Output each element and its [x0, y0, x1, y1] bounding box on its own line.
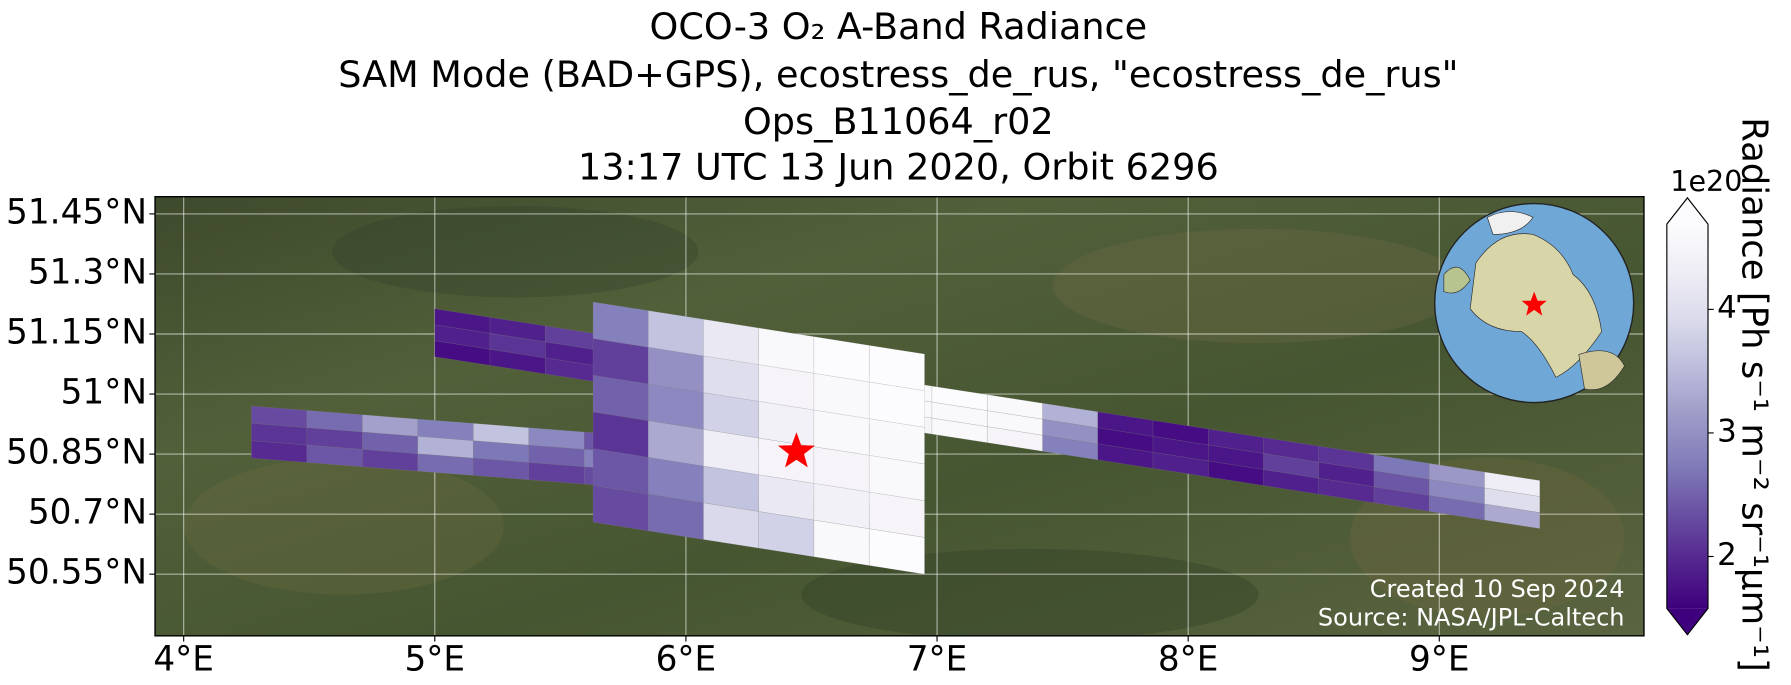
- x-tick-label: 9°E: [1409, 639, 1470, 679]
- target-marker: [777, 432, 815, 468]
- title-line: OCO-3 O₂ A-Band Radiance: [650, 5, 1148, 48]
- colorbar: 2 3 4: [1666, 196, 1737, 636]
- footprint: [1484, 503, 1540, 529]
- colorbar-extend: [1666, 197, 1709, 225]
- x-tick-label: 4°E: [153, 639, 214, 679]
- x-tick-label: 7°E: [907, 639, 968, 679]
- map-frame: [154, 196, 1645, 637]
- colorbar-tick-label: 3: [1717, 413, 1737, 449]
- colorbar-extend: [1666, 608, 1709, 635]
- colorbar-outline: [1666, 196, 1709, 636]
- y-tick-label: 51°N: [61, 373, 147, 413]
- y-tick-label: 51.45°N: [6, 192, 147, 232]
- y-tick-label: 50.85°N: [6, 433, 147, 473]
- y-tick-label: 51.15°N: [6, 312, 147, 352]
- y-tick-label: 50.7°N: [28, 493, 147, 533]
- colorbar-tick-label: 2: [1717, 537, 1737, 573]
- x-tick-label: 6°E: [656, 639, 717, 679]
- x-tick-label: 8°E: [1158, 639, 1219, 679]
- swaths: [251, 301, 1540, 575]
- colorbar-body: [1666, 224, 1709, 609]
- colorbar-offset: 1e20: [1670, 164, 1742, 198]
- colorbar-label: Radiance [Ph s⁻¹ m⁻² sr⁻¹μm⁻¹]: [1734, 117, 1775, 672]
- globe-inset: [1434, 202, 1635, 404]
- x-tick-label: 5°E: [404, 639, 465, 679]
- title-line: Ops_B11064_r02: [743, 100, 1054, 143]
- y-tick-label: 50.55°N: [6, 553, 147, 593]
- title-line: SAM Mode (BAD+GPS), ecostress_de_rus, "e…: [338, 53, 1458, 96]
- title-line: 13:17 UTC 13 Jun 2020, Orbit 6296: [578, 146, 1219, 189]
- annotation: Created 10 Sep 2024: [1370, 575, 1625, 603]
- title-block: OCO-3 O₂ A-Band Radiance SAM Mode (BAD+G…: [338, 5, 1458, 189]
- y-tick-label: 51.3°N: [28, 252, 147, 292]
- footprint: [869, 528, 925, 575]
- colorbar-tick-label: 4: [1717, 290, 1737, 326]
- annotation: Source: NASA/JPL-Caltech: [1318, 604, 1625, 632]
